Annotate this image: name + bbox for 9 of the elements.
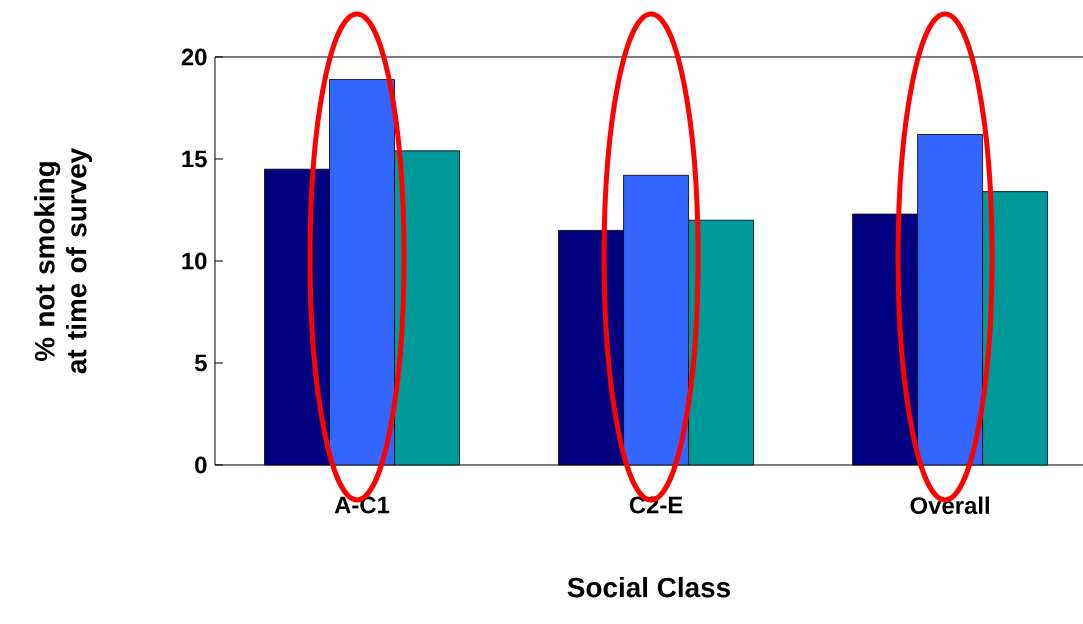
- y-axis-title: % not smoking at time of survey: [34, 148, 93, 374]
- x-tick-label: Overall: [910, 496, 989, 515]
- y-tick-label: 10: [182, 252, 207, 270]
- y-tick-label: 20: [181, 48, 207, 66]
- x-axis-title: Social Class: [567, 576, 731, 598]
- x-tick-label: A-C1: [334, 496, 390, 514]
- y-tick-label: 5: [194, 354, 207, 372]
- y-tick-label: 15: [182, 150, 207, 168]
- y-tick-label: 0: [195, 456, 207, 474]
